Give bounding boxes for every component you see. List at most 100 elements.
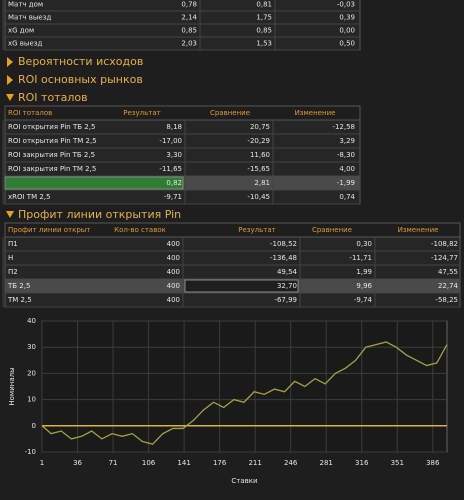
cell: 20,75: [250, 123, 270, 131]
cell: -9,74: [354, 296, 373, 304]
cell: 400: [167, 240, 180, 248]
column-header: Кол-во ставок: [114, 226, 166, 234]
x-tick-label: 1: [40, 459, 44, 467]
y-tick-label: 20: [27, 369, 36, 377]
cell: 0,74: [339, 193, 355, 201]
cell: ТМ 2,5: [7, 296, 32, 304]
cell: 47,55: [438, 268, 458, 276]
cell: -11,71: [349, 254, 372, 262]
cell: -136,48: [270, 254, 297, 262]
cell: 400: [167, 282, 180, 290]
y-tick-label: 40: [27, 317, 36, 325]
table: [4, 0, 361, 51]
x-tick-label: 281: [320, 459, 333, 467]
table-header: [4, 105, 361, 121]
cell: xROI ТМ 2,5: [8, 193, 50, 201]
cell: 2,81: [254, 179, 270, 187]
cell: 0,82: [166, 179, 182, 187]
x-tick-label: 71: [109, 459, 118, 467]
cell: -12,58: [332, 123, 355, 131]
cell: -9,71: [164, 193, 182, 201]
cell: Н: [8, 254, 13, 262]
cell: -1,99: [337, 179, 355, 187]
cell-highlight: [184, 279, 299, 293]
toggle-icon[interactable]: [6, 94, 14, 101]
cell: -20,29: [247, 137, 270, 145]
cell: 400: [167, 268, 180, 276]
cell: 1,99: [356, 268, 372, 276]
y-axis-label: Номиналы: [8, 367, 16, 405]
plot-area: [41, 320, 448, 453]
cell: -11,65: [159, 165, 182, 173]
section-heading[interactable]: Профит линии открытия Pin: [18, 208, 181, 221]
cell: 0,85: [256, 27, 272, 35]
cell: 0,81: [256, 1, 272, 9]
x-tick-label: 36: [73, 459, 82, 467]
cell: 11,60: [250, 151, 270, 159]
cell: -8,30: [337, 151, 355, 159]
cell: ROI открытия Pin ТБ 2,5: [8, 123, 95, 131]
column-header: ROI тоталов: [8, 109, 52, 117]
cell: xG выезд: [8, 40, 42, 48]
y-tick-label: -10: [25, 448, 36, 456]
cell: xG дом: [8, 27, 34, 35]
cell: 9,96: [356, 282, 372, 290]
toggle-icon[interactable]: [6, 211, 14, 218]
cell: 0,39: [339, 14, 355, 22]
cell: Матч дом: [8, 1, 43, 9]
cell: 3,30: [166, 151, 182, 159]
cell: ROI открытия Pin ТМ 2,5: [8, 137, 97, 145]
cell: 49,54: [277, 268, 298, 276]
cell: -15,65: [247, 165, 270, 173]
section-heading[interactable]: ROI основных рынков: [18, 73, 143, 86]
cell: П2: [8, 268, 18, 276]
y-tick-label: 10: [27, 396, 36, 404]
cell: -0,03: [337, 1, 355, 9]
cell: 0,30: [356, 240, 372, 248]
column-header: Сравнение: [210, 109, 250, 117]
x-tick-label: 351: [391, 459, 404, 467]
cell-highlight: [4, 176, 184, 190]
toggle-icon[interactable]: [7, 57, 13, 67]
column-header: Профит линии открыт: [8, 226, 90, 234]
cell: 0,85: [181, 27, 197, 35]
cell: 400: [167, 296, 180, 304]
cell: -108,82: [431, 240, 458, 248]
x-tick-label: 141: [177, 459, 190, 467]
cell: 1,53: [256, 40, 272, 48]
section-heading[interactable]: Вероятности исходов: [18, 55, 143, 68]
y-tick-label: 30: [27, 343, 36, 351]
cell: П1: [8, 240, 18, 248]
cell: -67,99: [274, 296, 297, 304]
cell: Матч выезд: [8, 14, 51, 22]
cell: ROI закрытия Pin ТБ 2,5: [8, 151, 95, 159]
section-heading[interactable]: ROI тоталов: [18, 91, 88, 104]
cell: 2,14: [181, 14, 197, 22]
table-header: [4, 222, 461, 238]
cell: -124,77: [431, 254, 458, 262]
cell: 32,70: [277, 282, 297, 290]
cell: ROI закрытия Pin ТМ 2,5: [8, 165, 96, 173]
cell: 1,75: [256, 14, 272, 22]
cell: 4,00: [339, 165, 355, 173]
cell: 3,29: [339, 137, 355, 145]
cell: 0,00: [339, 27, 355, 35]
cell: -58,25: [435, 296, 458, 304]
cell: 22,74: [438, 282, 459, 290]
cell: 0,78: [181, 1, 197, 9]
x-tick-label: 316: [355, 459, 369, 467]
cell: 2,03: [181, 40, 197, 48]
toggle-icon[interactable]: [7, 75, 13, 85]
column-header: Сравнение: [312, 226, 352, 234]
cell: 0,50: [339, 40, 355, 48]
column-header: Результат: [123, 109, 160, 117]
cell: -10,45: [247, 193, 270, 201]
column-header: Изменение: [398, 226, 439, 234]
cell: 400: [167, 254, 180, 262]
x-axis-label: Ставки: [231, 477, 257, 485]
line: [41, 341, 448, 445]
column-header: Изменение: [295, 109, 336, 117]
x-tick-label: 246: [284, 459, 298, 467]
cell: 8,18: [166, 123, 182, 131]
